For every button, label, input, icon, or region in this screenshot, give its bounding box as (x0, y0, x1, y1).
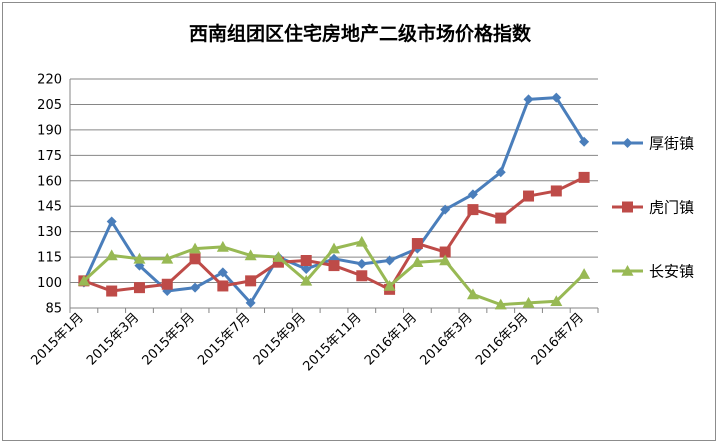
data-point (105, 249, 118, 261)
y-tick-label: 100 (37, 276, 62, 291)
legend-label: 长安镇 (649, 263, 694, 281)
series-layer (77, 92, 591, 310)
data-point (356, 270, 368, 282)
y-tick-label: 85 (45, 302, 62, 317)
data-point (77, 274, 90, 286)
data-point (439, 254, 452, 266)
data-point (300, 255, 312, 267)
data-point (161, 278, 173, 290)
data-point (355, 235, 368, 247)
data-point (161, 252, 174, 264)
series-2 (78, 171, 590, 297)
legend-entry: 虎门镇 (612, 199, 694, 217)
y-tick-label: 130 (37, 225, 62, 240)
chart-frame: 西南组团区住宅房地产二级市场价格指数 85 100 115 130 145 160 175 1… (2, 2, 716, 441)
data-point (189, 253, 201, 265)
data-point (523, 94, 534, 105)
legend-marker (622, 138, 633, 148)
y-tick-label: 175 (37, 149, 62, 164)
data-point (245, 297, 256, 308)
data-point (190, 282, 201, 293)
legend-marker (621, 265, 634, 276)
data-point (494, 298, 507, 310)
data-point (578, 268, 591, 279)
legend-marker (622, 201, 633, 213)
x-tick-label: 2016年7月 (529, 310, 587, 368)
x-tick-label: 2015年9月 (251, 310, 309, 368)
data-point (495, 212, 507, 224)
chart-title: 西南组团区住宅房地产二级市场价格指数 (189, 22, 532, 45)
data-point (328, 260, 340, 272)
data-point (106, 216, 117, 227)
data-point (217, 280, 229, 292)
data-point (106, 285, 118, 297)
data-point (133, 282, 145, 294)
data-point (411, 238, 423, 250)
data-point (467, 189, 478, 200)
x-tick-label: 2016年1月 (362, 310, 420, 368)
data-point (467, 204, 479, 216)
chart-svg: 西南组团区住宅房地产二级市场价格指数 85 100 115 130 145 160 175 1… (28, 22, 694, 374)
x-tick-label: 2015年7月 (195, 310, 253, 368)
legend-label: 厚街镇 (649, 135, 694, 153)
data-point (272, 256, 284, 268)
data-point (301, 263, 312, 274)
legend-label: 虎门镇 (649, 199, 694, 217)
series-line (82, 96, 586, 305)
data-point (328, 242, 340, 254)
data-point (439, 246, 451, 258)
data-point (411, 256, 424, 267)
x-tick-label: 2016年3月 (418, 310, 476, 368)
data-point (579, 136, 590, 147)
data-point (272, 251, 285, 262)
data-point (300, 274, 313, 286)
y-tick-label: 115 (37, 251, 62, 266)
data-point (466, 288, 479, 300)
legend-entry: 厚街镇 (612, 135, 694, 153)
series-1 (78, 92, 590, 308)
x-tick-label: 2015年11月 (301, 310, 365, 374)
data-point (245, 275, 257, 287)
data-point (550, 185, 562, 197)
data-point (216, 240, 229, 252)
y-tick-label: 160 (37, 174, 62, 189)
x-tick-label: 2016年5月 (473, 310, 531, 368)
series-line (83, 176, 585, 293)
data-point (522, 296, 535, 308)
data-point (356, 258, 367, 269)
x-tick-label: 2015年3月 (84, 310, 142, 368)
data-point (440, 204, 451, 215)
x-tick-label: 2015年5月 (140, 310, 198, 368)
grid-layer (70, 78, 598, 284)
data-point (244, 249, 257, 261)
data-point (495, 167, 506, 178)
y-tick-label: 190 (37, 123, 62, 138)
data-point (578, 171, 590, 183)
data-point (189, 242, 202, 254)
data-point (133, 252, 146, 264)
legend-entry: 长安镇 (612, 263, 694, 281)
x-tick-label: 2015年1月 (28, 310, 86, 368)
data-point (523, 190, 535, 202)
data-point (551, 92, 562, 103)
y-tick-label: 145 (37, 200, 62, 215)
y-tick-label: 205 (37, 98, 62, 113)
data-point (550, 295, 563, 307)
data-point (383, 279, 396, 291)
y-tick-label: 220 (37, 73, 62, 88)
data-point (217, 267, 228, 278)
series-3 (77, 235, 591, 310)
